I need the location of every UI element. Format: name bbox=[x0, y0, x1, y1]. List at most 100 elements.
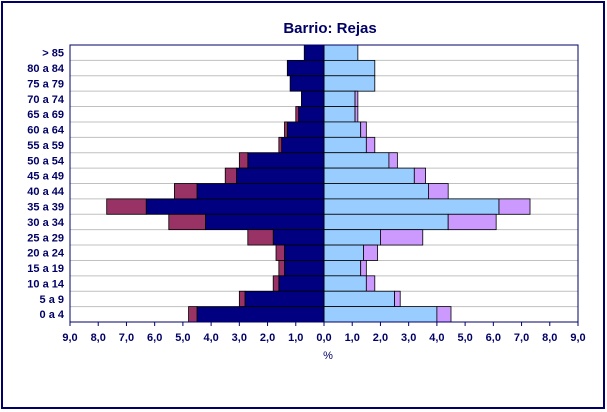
x-axis-label: % bbox=[323, 350, 333, 362]
chart-title: Barrio: Rejas bbox=[283, 20, 376, 37]
bar bbox=[238, 290, 246, 308]
bar bbox=[278, 136, 283, 154]
y-tick-label: 50 a 54 bbox=[27, 155, 65, 167]
x-tick-label: 6,0 bbox=[486, 332, 501, 344]
bar bbox=[286, 121, 325, 138]
bar bbox=[323, 275, 367, 292]
bar bbox=[447, 213, 497, 231]
bar bbox=[323, 44, 359, 61]
bar bbox=[174, 183, 198, 200]
bar bbox=[188, 306, 198, 323]
x-tick-label: 1,0 bbox=[345, 332, 360, 344]
bar bbox=[436, 306, 452, 323]
bar bbox=[205, 213, 325, 231]
bar bbox=[323, 121, 362, 138]
bar bbox=[244, 290, 325, 308]
bar bbox=[388, 152, 398, 169]
y-tick-label: 40 a 44 bbox=[27, 186, 65, 198]
y-tick-label: 35 a 39 bbox=[27, 201, 64, 213]
bar bbox=[323, 290, 395, 308]
bar bbox=[224, 167, 237, 184]
x-tick-label: 4,0 bbox=[203, 332, 218, 344]
bar bbox=[380, 229, 424, 246]
bar bbox=[196, 306, 325, 323]
x-tick-label: 5,0 bbox=[175, 332, 190, 344]
y-tick-label: > 85 bbox=[42, 48, 64, 60]
bar bbox=[428, 183, 449, 200]
bar bbox=[303, 44, 325, 61]
x-tick-label: 5,0 bbox=[457, 332, 472, 344]
bar bbox=[323, 106, 356, 123]
x-tick-label: 6,0 bbox=[147, 332, 162, 344]
bar bbox=[284, 244, 325, 261]
bar bbox=[272, 229, 325, 246]
y-tick-label: 80 a 84 bbox=[27, 63, 65, 75]
bar bbox=[295, 106, 299, 123]
bar bbox=[323, 136, 367, 154]
x-tick-label: 1,0 bbox=[288, 332, 303, 344]
bar bbox=[323, 183, 429, 200]
x-tick-label: 2,0 bbox=[260, 332, 275, 344]
bar bbox=[196, 183, 325, 200]
y-tick-label: 60 a 64 bbox=[27, 125, 65, 137]
bar bbox=[323, 244, 364, 261]
x-tick-label: 3,0 bbox=[401, 332, 416, 344]
bar bbox=[363, 244, 379, 261]
bar bbox=[278, 260, 285, 277]
bar bbox=[498, 198, 531, 215]
x-tick-label: 9,0 bbox=[62, 332, 77, 344]
y-tick-label: 0 a 4 bbox=[40, 309, 65, 321]
bar bbox=[284, 260, 325, 277]
bar bbox=[281, 136, 325, 154]
y-tick-label: 5 a 9 bbox=[40, 294, 64, 306]
x-tick-label: 3,0 bbox=[232, 332, 247, 344]
y-tick-label: 75 a 79 bbox=[27, 78, 64, 90]
x-tick-label: 0,0 bbox=[316, 332, 331, 344]
bar bbox=[145, 198, 325, 215]
y-tick-label: 55 a 59 bbox=[27, 140, 64, 152]
y-tick-label: 70 a 74 bbox=[27, 94, 65, 106]
bar bbox=[301, 90, 325, 107]
bar bbox=[394, 290, 401, 308]
bar bbox=[354, 90, 359, 107]
bar bbox=[247, 229, 274, 246]
bar bbox=[360, 260, 367, 277]
bar bbox=[323, 90, 356, 107]
bar bbox=[106, 198, 147, 215]
x-tick-label: 7,0 bbox=[514, 332, 529, 344]
y-tick-label: 30 a 34 bbox=[27, 217, 65, 229]
bar bbox=[272, 275, 280, 292]
bar bbox=[323, 306, 438, 323]
y-tick-label: 15 a 19 bbox=[27, 263, 64, 275]
bar bbox=[413, 167, 426, 184]
y-tick-label: 45 a 49 bbox=[27, 171, 64, 183]
bar bbox=[323, 152, 390, 169]
bar bbox=[323, 75, 376, 92]
bar bbox=[236, 167, 325, 184]
bar bbox=[275, 244, 285, 261]
bar bbox=[284, 121, 288, 138]
bar bbox=[298, 106, 325, 123]
x-tick-label: 8,0 bbox=[91, 332, 106, 344]
x-tick-label: 7,0 bbox=[119, 332, 134, 344]
bar bbox=[360, 121, 367, 138]
bar bbox=[365, 275, 376, 292]
bar bbox=[289, 75, 325, 92]
bar bbox=[323, 213, 449, 231]
bar bbox=[278, 275, 325, 292]
x-tick-label: 8,0 bbox=[542, 332, 557, 344]
bar bbox=[323, 167, 415, 184]
y-tick-label: 10 a 14 bbox=[27, 278, 65, 290]
bar bbox=[365, 136, 376, 154]
y-tick-label: 25 a 29 bbox=[27, 232, 64, 244]
y-tick-label: 20 a 24 bbox=[27, 248, 65, 260]
bar bbox=[323, 59, 376, 77]
y-tick-label: 65 a 69 bbox=[27, 109, 64, 121]
bar bbox=[238, 152, 249, 169]
bar bbox=[323, 260, 362, 277]
bar bbox=[168, 213, 206, 231]
bar bbox=[354, 106, 359, 123]
x-tick-label: 4,0 bbox=[429, 332, 444, 344]
x-tick-label: 9,0 bbox=[570, 332, 585, 344]
